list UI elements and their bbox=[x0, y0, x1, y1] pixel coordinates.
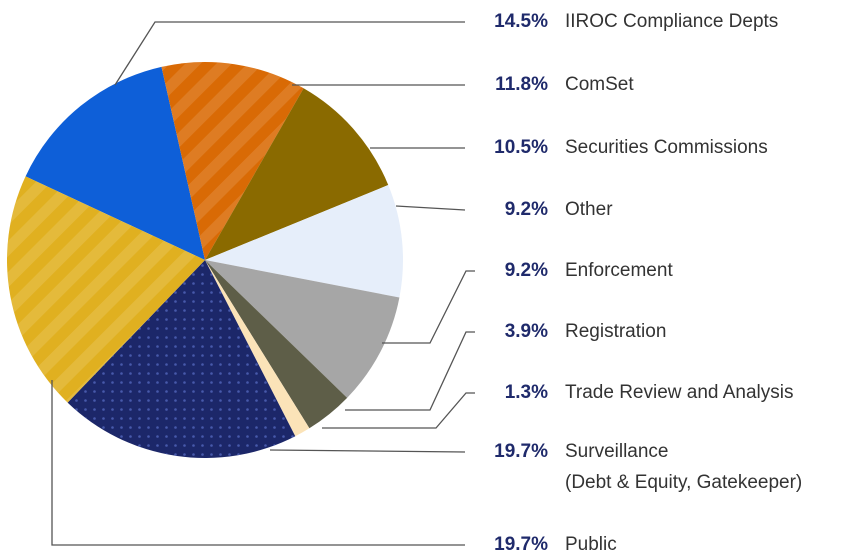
value-label: 9.2% bbox=[505, 199, 548, 220]
leader-line bbox=[395, 205, 466, 211]
value-label: 1.3% bbox=[505, 382, 548, 403]
category-label: Surveillance (Debt & Equity, Gatekeeper) bbox=[565, 441, 802, 493]
value-label: 14.5% bbox=[494, 11, 548, 32]
value-label: 10.5% bbox=[494, 137, 548, 158]
category-label: Registration bbox=[565, 321, 666, 342]
pie-slice bbox=[205, 260, 310, 437]
value-label: 9.2% bbox=[505, 260, 548, 281]
category-label: Enforcement bbox=[565, 260, 673, 281]
leader-lines bbox=[51, 21, 475, 546]
leader-line bbox=[51, 380, 465, 546]
leader-line bbox=[269, 449, 466, 453]
category-label: Securities Commissions bbox=[565, 137, 768, 158]
category-label: IIROC Compliance Depts bbox=[565, 11, 778, 32]
value-label: 19.7% bbox=[494, 441, 548, 462]
value-label: 3.9% bbox=[505, 321, 548, 342]
pie-slice bbox=[205, 185, 403, 298]
leader-line bbox=[114, 21, 465, 86]
category-label: Public bbox=[565, 534, 617, 553]
slice-pattern bbox=[67, 260, 296, 458]
value-label: 19.7% bbox=[494, 534, 548, 553]
slice-pattern bbox=[6, 176, 205, 403]
value-label: 11.8% bbox=[495, 74, 548, 95]
leader-line bbox=[322, 392, 475, 429]
pie-slice bbox=[25, 66, 206, 260]
pie bbox=[6, 62, 403, 458]
slice-pattern bbox=[161, 62, 304, 261]
category-label: Other bbox=[565, 199, 613, 220]
pie-slice bbox=[205, 88, 389, 260]
leader-line bbox=[345, 331, 475, 411]
category-label: ComSet bbox=[565, 74, 634, 95]
pie-slice bbox=[205, 260, 400, 398]
pie-slice bbox=[205, 260, 348, 429]
category-label: Trade Review and Analysis bbox=[565, 382, 793, 403]
leader-line bbox=[382, 270, 475, 344]
